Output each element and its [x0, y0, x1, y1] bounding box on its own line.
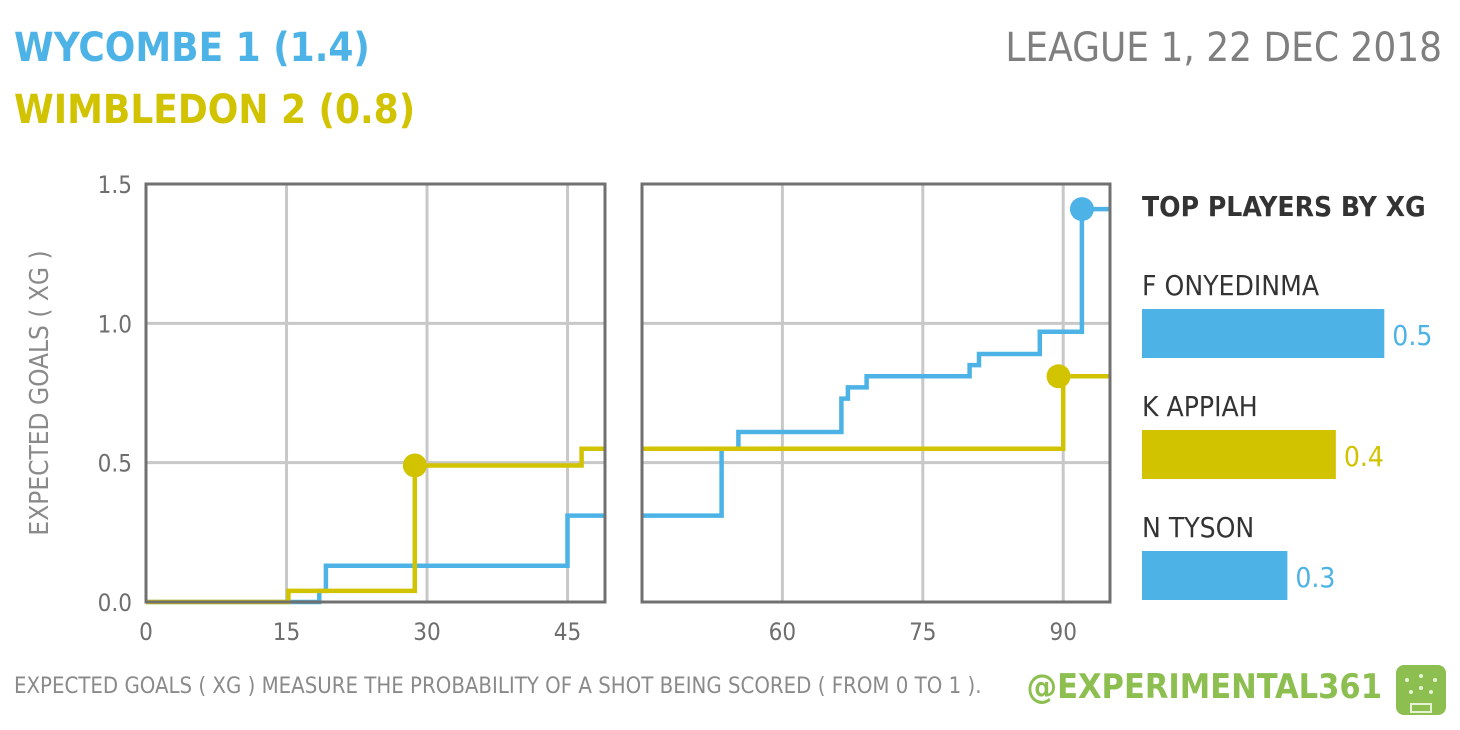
- y-tick-label: 0.0: [98, 589, 132, 617]
- x-tick-label: 0: [139, 618, 153, 646]
- player-value: 0.3: [1295, 561, 1335, 594]
- player-value: 0.4: [1344, 440, 1384, 473]
- y-tick-label: 1.0: [98, 310, 132, 338]
- top-players-title: TOP PLAYERS BY XG: [1142, 190, 1426, 223]
- home-team-score: WYCOMBE 1 (1.4): [14, 25, 370, 71]
- series-line-wycombe-second-half: [642, 206, 1110, 518]
- x-tick-label: 15: [273, 618, 300, 646]
- player-name: F ONYEDINMA: [1142, 269, 1320, 302]
- series-line-wycombe-first-half: [146, 513, 605, 605]
- x-tick-label: 90: [1049, 618, 1076, 646]
- series-line-wimbledon-first-half: [146, 446, 605, 605]
- player-bar: [1142, 551, 1288, 600]
- x-tick-label: 30: [413, 618, 440, 646]
- away-team-score: WIMBLEDON 2 (0.8): [14, 87, 416, 133]
- footer-note: EXPECTED GOALS ( XG ) MEASURE THE PROBAB…: [14, 674, 982, 699]
- panel-frame-2: [640, 182, 1112, 604]
- match-info: LEAGUE 1, 22 DEC 2018: [1005, 25, 1442, 71]
- goal-marker-wycombe: [1069, 197, 1094, 222]
- player-name: K APPIAH: [1142, 390, 1258, 423]
- player-name: N TYSON: [1142, 511, 1254, 544]
- player-bar: [1142, 309, 1385, 358]
- y-axis-label: EXPECTED GOALS ( XG ): [25, 250, 55, 535]
- x-tick-label: 75: [909, 618, 936, 646]
- x-tick-label: 60: [769, 618, 796, 646]
- player-value: 0.5: [1392, 319, 1432, 352]
- goal-marker-wimbledon: [1046, 364, 1071, 389]
- x-tick-label: 45: [554, 618, 581, 646]
- brand-handle[interactable]: @EXPERIMENTAL361: [1026, 667, 1382, 707]
- panel-frame-1: [144, 182, 607, 604]
- goal-marker-wimbledon: [402, 453, 427, 478]
- series-line-wimbledon-second-half: [642, 374, 1110, 451]
- player-bar: [1142, 430, 1336, 479]
- y-tick-label: 0.5: [98, 450, 132, 478]
- pitch-icon: [1396, 665, 1446, 715]
- y-tick-label: 1.5: [98, 171, 132, 199]
